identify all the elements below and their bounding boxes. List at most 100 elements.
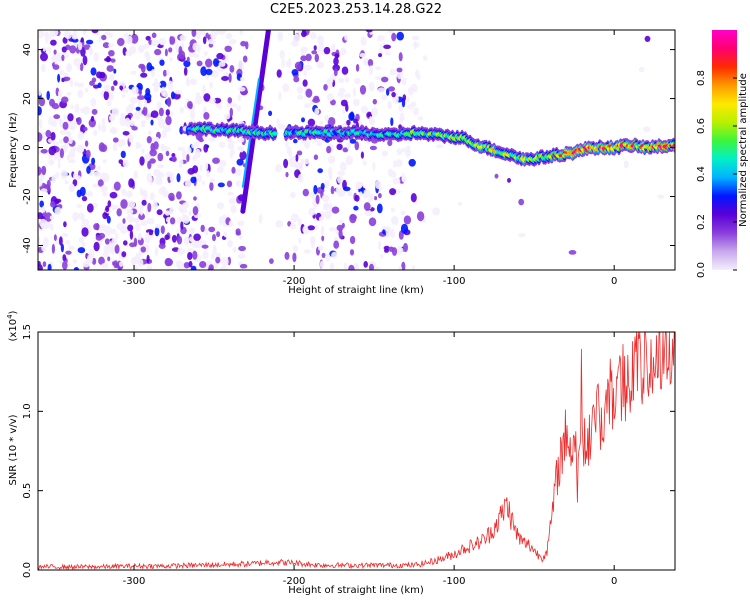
noise-blob [337,92,341,97]
noise-blob [40,149,48,154]
noise-blob [104,238,110,245]
noise-blob [209,178,216,183]
noise-blob [56,52,62,58]
colorbar-tick-label: 0.6 [696,118,707,134]
noise-blob [288,148,292,158]
noise-blob [38,89,42,96]
noise-blob [328,227,337,232]
noise-blob [220,256,229,267]
noise-blob [412,107,419,116]
noise-blob [333,57,339,66]
noise-blob [235,231,241,236]
noise-blob [228,73,232,83]
noise-blob [113,181,121,191]
noise-blob [355,64,360,72]
noise-blob [231,103,238,108]
noise-blob [324,253,331,262]
noise-blob [164,257,172,267]
noise-blob [308,209,316,216]
noise-blob [333,68,338,77]
y-tick-label: -20 [22,188,33,204]
noise-blob [411,35,420,41]
noise-blob [57,161,61,169]
noise-blob [148,39,152,45]
noise-blob [401,172,405,182]
noise-blob [134,110,141,120]
noise-blob [138,44,145,53]
noise-blob [58,118,64,124]
noise-blob [120,150,126,159]
noise-blob [318,37,324,48]
noise-blob [349,138,357,144]
noise-blob [279,50,285,60]
noise-blob [164,234,170,241]
noise-blob [313,224,319,230]
noise-blob [184,179,192,188]
noise-blob [282,83,290,93]
noise-blob [293,76,300,83]
noise-blob [81,241,86,249]
noise-blob [101,34,107,41]
noise-blob [494,173,499,179]
noise-blob [184,102,188,110]
noise-blob [359,85,367,95]
noise-blob [77,42,83,51]
noise-blob [360,36,367,46]
noise-blob [81,227,89,237]
spectrogram-frame [37,29,676,271]
noise-blob [97,165,101,171]
noise-blob [73,172,78,180]
noise-blob [291,40,299,47]
noise-blob [119,261,124,267]
noise-blob [193,233,201,241]
noise-blob [51,243,56,254]
noise-blob [168,47,173,53]
noise-blob [147,202,152,213]
noise-blob [378,193,382,199]
noise-blob [302,79,308,87]
noise-blob [153,141,159,150]
noise-blob [103,84,112,92]
noise-blob [60,169,68,180]
noise-blob [123,240,128,246]
noise-blob [105,55,111,63]
noise-blob [113,68,117,74]
noise-blob [188,210,192,217]
noise-blob [202,84,207,94]
noise-blob [328,171,332,178]
noise-blob [90,67,97,76]
noise-blob [225,32,233,40]
noise-blob [314,107,320,115]
noise-blob [59,69,65,76]
noise-blob [237,253,246,259]
noise-blob [126,35,133,45]
noise-blob [133,170,139,179]
noise-blob [623,160,629,169]
noise-blob [229,65,235,73]
noise-blob [334,53,340,59]
noise-blob [347,191,353,197]
noise-blob [38,132,43,142]
noise-blob [146,62,153,72]
noise-blob [132,217,140,223]
noise-blob [180,221,184,230]
noise-blob [344,76,350,83]
noise-blob [295,154,299,162]
noise-blob [218,141,226,148]
noise-blob [401,147,408,153]
noise-blob [120,138,126,147]
noise-blob [105,205,110,213]
noise-blob [66,63,72,73]
noise-blob [98,256,105,265]
noise-blob [91,77,97,83]
noise-blob [53,49,57,55]
noise-blob [215,103,219,108]
noise-blob [149,158,156,164]
noise-blob [122,218,126,224]
noise-blob [88,46,94,56]
noise-blob [146,136,152,144]
noise-blob [83,126,88,132]
noise-blob [77,131,85,141]
noise-blob [50,39,57,46]
noise-blob [316,140,322,147]
